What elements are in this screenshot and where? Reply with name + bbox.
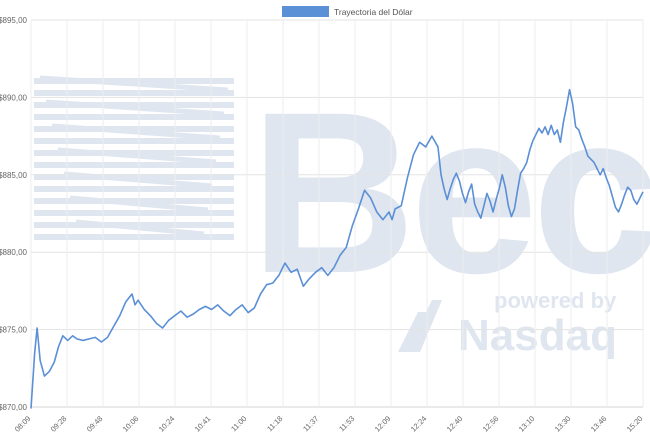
x-tick-label: 10:24 [157, 414, 177, 434]
grid [30, 19, 644, 408]
x-tick-label: 08:09 [13, 414, 33, 434]
y-tick-label: $870,00 [0, 403, 28, 412]
x-tick-label: 15:20 [625, 414, 645, 434]
y-tick-label: $880,00 [0, 248, 28, 257]
y-tick-label: $875,00 [0, 326, 28, 335]
x-tick-label: 09:48 [85, 414, 105, 434]
x-tick-label: 11:37 [301, 414, 320, 433]
watermark: Bec powered by Nasdaq [34, 64, 650, 360]
x-tick-label: 11:18 [265, 414, 284, 433]
x-tick-label: 09:28 [49, 414, 69, 434]
y-axis: $870,00 $875,00 $880,00 $885,00 $890,00 $895,… [0, 16, 28, 412]
series [30, 88, 644, 409]
nasdaq-logo-icon [398, 300, 442, 352]
x-tick-label: 13:46 [589, 414, 609, 434]
legend-label[interactable]: Trayectoria del Dólar [334, 7, 413, 17]
y-tick-label: $890,00 [0, 93, 28, 102]
y-tick-label: $895,00 [0, 16, 28, 25]
legend-swatch[interactable] [282, 6, 329, 17]
x-axis: 08:09 09:28 09:48 10:06 10:24 10:41 11:00 11:18… [13, 414, 645, 434]
y-tick-label: $885,00 [0, 171, 28, 180]
x-tick-label: 12:24 [409, 414, 429, 434]
x-tick-label: 13:10 [517, 414, 537, 434]
series-line [30, 88, 644, 409]
x-tick-label: 13:30 [553, 414, 573, 434]
x-tick-label: 11:53 [337, 414, 356, 433]
watermark-main-text: Bec [250, 64, 650, 321]
legend[interactable]: Trayectoria del Dólar [282, 6, 413, 17]
x-tick-label: 10:06 [121, 414, 141, 434]
watermark-sub-text: powered by [494, 288, 617, 313]
x-tick-label: 12:56 [481, 414, 501, 434]
x-tick-label: 10:41 [193, 414, 213, 434]
watermark-brand-text: Nasdaq [458, 311, 617, 360]
x-tick-label: 11:00 [229, 414, 248, 433]
x-tick-label: 12:40 [445, 414, 465, 434]
x-tick-label: 12:09 [373, 414, 393, 434]
watermark-logo-mark-icon [34, 75, 234, 240]
